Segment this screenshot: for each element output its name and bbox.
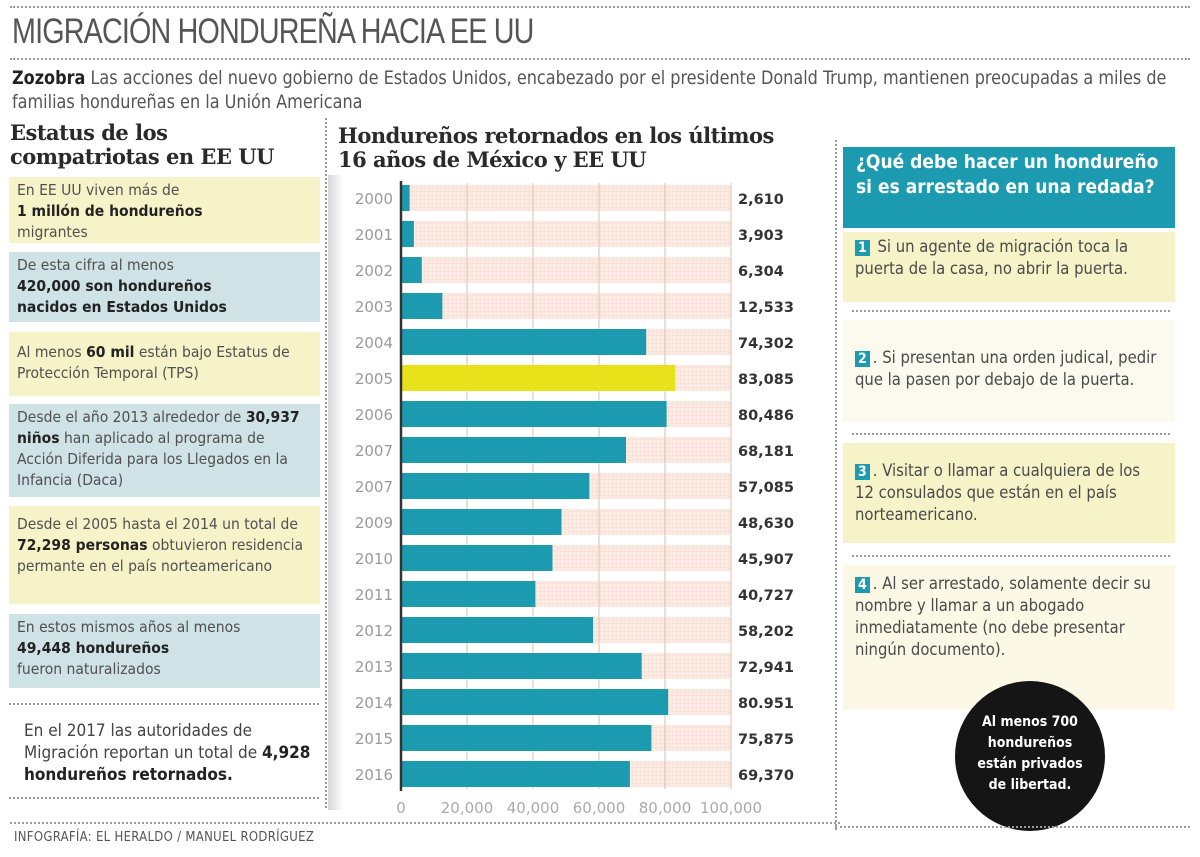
step-number: 2 bbox=[855, 351, 870, 367]
chart-title: Hondureños retornados en los últimos 16 … bbox=[338, 123, 774, 172]
bar bbox=[401, 401, 667, 427]
year-label: 2013 bbox=[355, 658, 393, 676]
x-tick-label: 40,000 bbox=[507, 799, 560, 815]
bar bbox=[401, 185, 410, 211]
year-label: 2009 bbox=[355, 514, 393, 532]
advice-step: 3. Visitar o llamar a cualquiera de los … bbox=[843, 443, 1175, 543]
left-heading: Estatus de los compatriotas en EE UU bbox=[10, 120, 274, 169]
step-number: 3 bbox=[855, 464, 870, 480]
divider bbox=[9, 797, 319, 799]
row-grid-background bbox=[401, 185, 731, 211]
bar bbox=[401, 293, 443, 319]
divider bbox=[835, 826, 1190, 828]
year-label: 2007 bbox=[355, 442, 393, 460]
divider bbox=[852, 310, 1170, 312]
column-divider bbox=[325, 118, 327, 808]
row-grid-background bbox=[401, 221, 731, 247]
x-tick-label: 100,000 bbox=[700, 799, 762, 815]
value-label: 40,727 bbox=[738, 588, 794, 604]
value-label: 6,304 bbox=[738, 264, 784, 280]
advice-step: 1 Si un agente de migración toca la puer… bbox=[843, 232, 1175, 302]
bar bbox=[401, 581, 536, 607]
bar bbox=[401, 329, 647, 355]
year-label: 2010 bbox=[355, 550, 393, 568]
detained-callout: Al menos 700 hondureños están privados d… bbox=[955, 681, 1105, 831]
page-title: MIGRACIÓN HONDUREÑA HACIA EE UU bbox=[12, 12, 534, 51]
value-label: 3,903 bbox=[738, 228, 784, 244]
credit-line: INFOGRAFÍA: EL HERALDO / MANUEL RODRÍGUE… bbox=[14, 830, 315, 845]
value-label: 2,610 bbox=[738, 192, 784, 208]
row-grid-background bbox=[401, 257, 731, 283]
value-label: 72,941 bbox=[738, 660, 794, 676]
bar bbox=[401, 725, 652, 751]
bar bbox=[401, 761, 630, 787]
value-label: 68,181 bbox=[738, 444, 794, 460]
bar bbox=[401, 437, 626, 463]
year-label: 2003 bbox=[355, 298, 393, 316]
year-label: 2015 bbox=[355, 730, 393, 748]
chart-side-shade bbox=[328, 175, 344, 810]
bar bbox=[401, 365, 676, 391]
divider bbox=[852, 433, 1170, 435]
year-label: 2006 bbox=[355, 406, 393, 424]
year-label: 2014 bbox=[355, 694, 393, 712]
top-divider bbox=[10, 6, 1190, 8]
bar bbox=[401, 545, 553, 571]
step-number: 1 bbox=[855, 240, 870, 256]
status-box: Desde el año 2013 alrededor de 30,937 ni… bbox=[9, 404, 320, 497]
year-label: 2001 bbox=[355, 226, 393, 244]
year-label: 2004 bbox=[355, 334, 393, 352]
value-label: 74,302 bbox=[738, 336, 794, 352]
lead-kicker: Zozobra bbox=[12, 67, 86, 89]
status-box: De esta cifra al menos 420,000 son hondu… bbox=[9, 252, 320, 322]
status-box: En estos mismos años al menos 49,448 hon… bbox=[9, 614, 320, 688]
value-label: 45,907 bbox=[738, 552, 794, 568]
divider bbox=[9, 703, 319, 705]
row-grid-background bbox=[401, 293, 731, 319]
value-label: 69,370 bbox=[738, 768, 794, 784]
returned-2017-note: En el 2017 las autoridades de Migración … bbox=[24, 721, 311, 785]
status-box: Al menos 60 mil están bajo Estatus de Pr… bbox=[9, 332, 320, 396]
year-label: 2012 bbox=[355, 622, 393, 640]
status-box: En EE UU viven más de 1 millón de hondur… bbox=[9, 177, 320, 243]
column-divider bbox=[835, 140, 837, 830]
value-label: 57,085 bbox=[738, 480, 794, 496]
x-tick-label: 20,000 bbox=[441, 799, 494, 815]
title-divider bbox=[10, 58, 1190, 60]
x-tick-label: 80,000 bbox=[639, 799, 692, 815]
year-label: 2007 bbox=[355, 478, 393, 496]
status-box: Desde el 2005 hasta el 2014 un total de … bbox=[9, 506, 320, 604]
lead-text: Las acciones del nuevo gobierno de Estad… bbox=[12, 67, 1167, 113]
bar bbox=[401, 473, 590, 499]
bar bbox=[401, 617, 594, 643]
x-tick-label: 60,000 bbox=[573, 799, 626, 815]
bar-chart: 0 20,000 40,000 60,000 80,000 100,000 2000 2,61… bbox=[328, 175, 794, 815]
step-number: 4 bbox=[855, 577, 870, 593]
value-label: 80,486 bbox=[738, 408, 794, 424]
year-label: 2002 bbox=[355, 262, 393, 280]
value-label: 80.951 bbox=[738, 696, 794, 712]
bar bbox=[401, 221, 414, 247]
value-label: 83,085 bbox=[738, 372, 794, 388]
value-label: 58,202 bbox=[738, 624, 794, 640]
year-label: 2000 bbox=[355, 190, 393, 208]
value-label: 12,533 bbox=[738, 300, 794, 316]
advice-heading: ¿Qué debe hacer un hondureño si es arres… bbox=[843, 147, 1175, 228]
bar bbox=[401, 257, 422, 283]
x-tick-label: 0 bbox=[396, 799, 406, 815]
year-label: 2011 bbox=[355, 586, 393, 604]
year-label: 2016 bbox=[355, 766, 393, 784]
bar bbox=[401, 653, 642, 679]
lead-paragraph: Zozobra Las acciones del nuevo gobierno … bbox=[12, 66, 1187, 114]
divider bbox=[852, 555, 1170, 557]
bar bbox=[401, 689, 669, 715]
year-label: 2005 bbox=[355, 370, 393, 388]
advice-step: 2. Si presentan una orden judical, pedir… bbox=[843, 320, 1175, 422]
footer-divider bbox=[10, 822, 840, 824]
value-label: 75,875 bbox=[738, 732, 794, 748]
bar bbox=[401, 509, 562, 535]
value-label: 48,630 bbox=[738, 516, 794, 532]
